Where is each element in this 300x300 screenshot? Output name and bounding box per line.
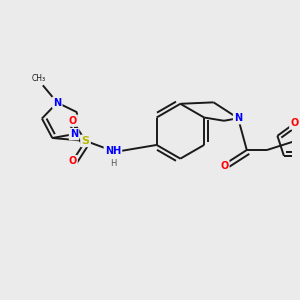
- Text: H: H: [110, 159, 117, 168]
- Text: O: O: [68, 116, 76, 126]
- Text: N: N: [53, 98, 61, 108]
- Text: N: N: [234, 113, 242, 123]
- Text: S: S: [82, 136, 89, 146]
- Text: CH₃: CH₃: [32, 74, 46, 82]
- Text: O: O: [220, 161, 228, 171]
- Text: O: O: [290, 118, 298, 128]
- Text: N: N: [70, 129, 78, 139]
- Text: NH: NH: [105, 146, 121, 156]
- Text: O: O: [68, 156, 76, 166]
